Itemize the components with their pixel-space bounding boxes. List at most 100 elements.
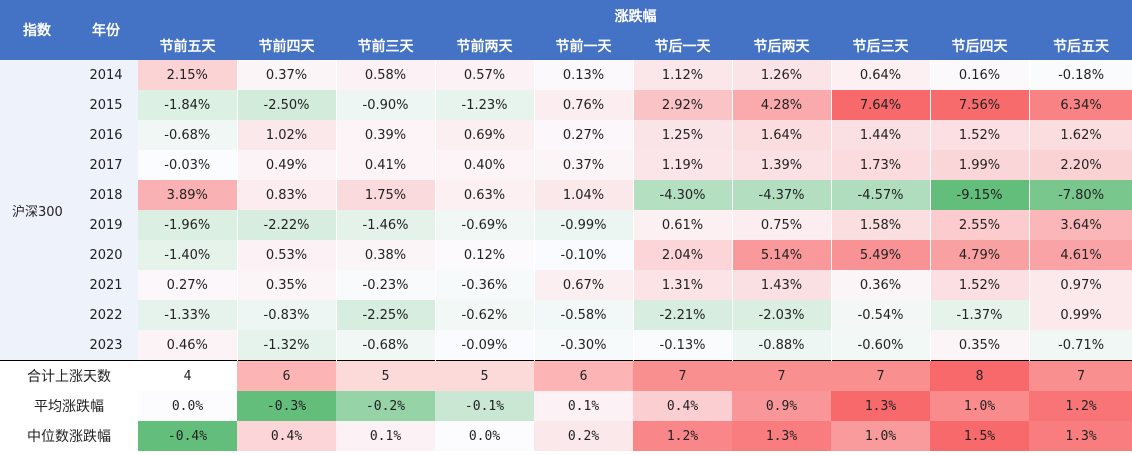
return-cell: 6.34%: [1029, 90, 1132, 120]
summary-cell: 0.4%: [633, 391, 732, 421]
return-cell: 0.27%: [138, 270, 238, 300]
return-cell: 0.67%: [534, 270, 634, 300]
summary-cell: 1.2%: [1029, 391, 1132, 421]
column-header: 节前两天: [435, 31, 534, 60]
year-cell: 2015: [74, 90, 138, 120]
summary-cell: 7: [732, 360, 831, 391]
summary-cell: 7: [1029, 360, 1132, 391]
summary-cell: 1.0%: [831, 421, 930, 451]
return-cell: -0.62%: [435, 300, 535, 330]
return-cell: -2.25%: [336, 300, 436, 330]
return-cell: -0.99%: [534, 210, 634, 240]
index-column-header: 指数: [0, 0, 74, 60]
return-cell: 1.02%: [237, 120, 337, 150]
return-cell: -0.68%: [138, 120, 238, 150]
return-cell: -0.10%: [534, 240, 634, 270]
column-header: 节后五天: [1029, 31, 1132, 60]
table-row: 2018 3.89% 0.83% 1.75% 0.63% 1.04% -4.30% -4.37…: [0, 180, 1132, 210]
return-cell: 0.49%: [237, 150, 337, 180]
return-cell: 0.40%: [435, 150, 535, 180]
summary-cell: 1.3%: [1029, 421, 1132, 451]
return-cell: 0.35%: [237, 270, 337, 300]
return-cell: 2.92%: [633, 90, 733, 120]
return-cell: 0.37%: [237, 60, 337, 90]
summary-cell: 1.5%: [930, 421, 1029, 451]
return-cell: 0.16%: [930, 60, 1030, 90]
return-cell: -0.54%: [831, 300, 931, 330]
return-cell: 0.64%: [831, 60, 931, 90]
return-cell: 4.28%: [732, 90, 832, 120]
return-cell: 0.63%: [435, 180, 535, 210]
return-cell: 1.25%: [633, 120, 733, 150]
return-cell: 1.26%: [732, 60, 832, 90]
return-cell: 0.37%: [534, 150, 634, 180]
table-row: 沪深300 2014 2.15% 0.37% 0.58% 0.57% 0.13% 1.12% 1…: [0, 60, 1132, 361]
return-cell: -1.84%: [138, 90, 238, 120]
return-cell: -1.33%: [138, 300, 238, 330]
column-header: 节后四天: [930, 31, 1029, 60]
return-cell: 0.36%: [831, 270, 931, 300]
column-header: 节前一天: [534, 31, 633, 60]
return-cell: 1.52%: [930, 120, 1030, 150]
summary-cell: -0.3%: [237, 391, 336, 421]
return-cell: 0.75%: [732, 210, 832, 240]
return-cell: 0.97%: [1029, 270, 1132, 300]
return-cell: 4.61%: [1029, 240, 1132, 270]
return-cell: 1.62%: [1029, 120, 1132, 150]
return-cell: -0.03%: [138, 150, 238, 180]
return-cell: -1.96%: [138, 210, 238, 240]
return-cell: -1.32%: [237, 330, 337, 361]
return-cell: 0.53%: [237, 240, 337, 270]
return-cell: -4.57%: [831, 180, 931, 210]
summary-label: 合计上涨天数: [0, 360, 138, 391]
return-cell: 2.04%: [633, 240, 733, 270]
table-row: 2016 -0.68% 1.02% 0.39% 0.69% 0.27% 1.25% 1.64%…: [0, 120, 1132, 150]
return-cell: 0.69%: [435, 120, 535, 150]
return-cell: -1.46%: [336, 210, 436, 240]
index-name: 沪深300: [0, 60, 74, 361]
return-cell: -9.15%: [930, 180, 1030, 210]
return-cell: -0.09%: [435, 330, 535, 361]
summary-row: 合计上涨天数 4 6 5 5 6 7 7 7 8 7: [0, 360, 1132, 391]
summary-row: 平均涨跌幅 0.0% -0.3% -0.2% -0.1% 0.1% 0.4% 0.9% 1.3%…: [0, 391, 1132, 421]
return-cell: -0.90%: [336, 90, 436, 120]
table-row: 2022 -1.33% -0.83% -2.25% -0.62% -0.58% -2.21%…: [0, 300, 1132, 330]
table-row: 2020 -1.40% 0.53% 0.38% 0.12% -0.10% 2.04% 5.14…: [0, 240, 1132, 270]
return-cell: -2.03%: [732, 300, 832, 330]
return-cell: 1.64%: [732, 120, 832, 150]
return-cell: -0.18%: [1029, 60, 1132, 90]
year-cell: 2018: [74, 180, 138, 210]
summary-cell: 8: [930, 360, 1029, 391]
return-cell: 0.27%: [534, 120, 634, 150]
return-cell: 0.35%: [930, 330, 1030, 361]
return-cell: 0.46%: [138, 330, 238, 361]
table-header: 指数 年份 涨跌幅 节前五天 节前四天 节前三天 节前两天 节前一天 节后一天 节后两天 节后…: [0, 0, 1132, 60]
return-cell: 1.04%: [534, 180, 634, 210]
summary-cell: 0.0%: [138, 391, 237, 421]
return-cell: 0.38%: [336, 240, 436, 270]
summary-cell: 0.1%: [534, 391, 633, 421]
return-cell: -0.30%: [534, 330, 634, 361]
summary-cell: 0.9%: [732, 391, 831, 421]
return-cell: -1.37%: [930, 300, 1030, 330]
summary-cell: 0.0%: [435, 421, 534, 451]
table-row: 2019 -1.96% -2.22% -1.46% -0.69% -0.99% 0.61% 0…: [0, 210, 1132, 240]
return-cell: -1.23%: [435, 90, 535, 120]
return-cell: 0.13%: [534, 60, 634, 90]
return-cell: 1.44%: [831, 120, 931, 150]
year-cell: 2020: [74, 240, 138, 270]
return-cell: -0.88%: [732, 330, 832, 361]
change-group-header: 涨跌幅: [138, 0, 1132, 31]
summary-cell: -0.2%: [336, 391, 435, 421]
return-cell: -1.40%: [138, 240, 238, 270]
return-cell: 1.58%: [831, 210, 931, 240]
year-cell: 2014: [74, 60, 138, 90]
summary-cell: 7: [633, 360, 732, 391]
return-cell: 7.64%: [831, 90, 931, 120]
return-cell: 1.19%: [633, 150, 733, 180]
summary-cell: -0.4%: [138, 421, 237, 451]
return-cell: 1.12%: [633, 60, 733, 90]
return-cell: -0.60%: [831, 330, 931, 361]
return-cell: 3.64%: [1029, 210, 1132, 240]
